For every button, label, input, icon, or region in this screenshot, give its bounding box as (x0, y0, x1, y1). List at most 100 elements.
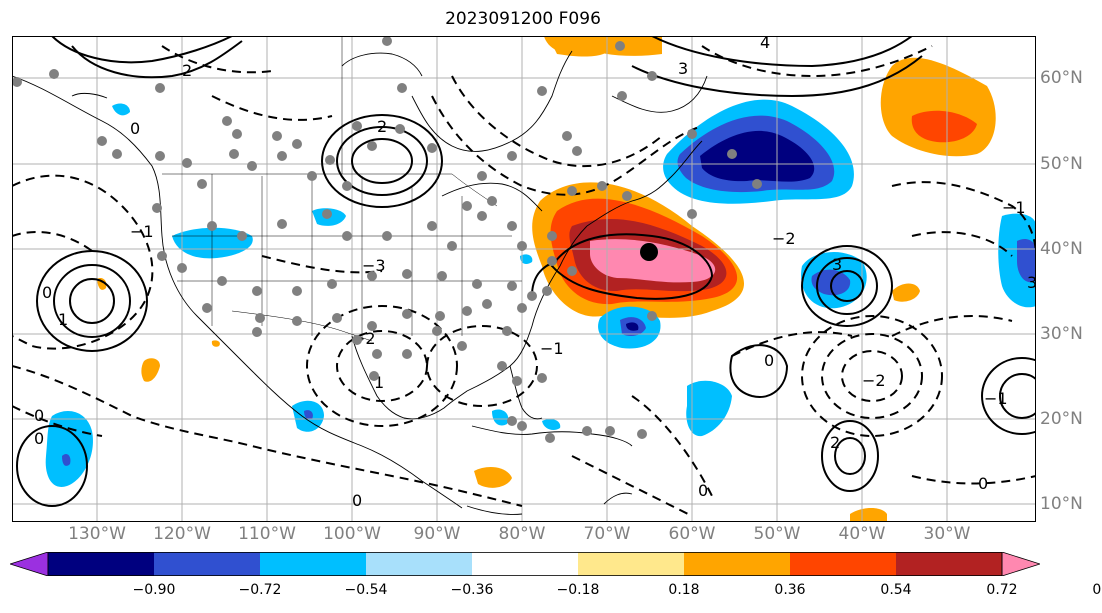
lon-label: 70°W (583, 524, 631, 544)
contour-label: 2 (182, 61, 192, 80)
station-marker (547, 256, 557, 266)
lon-label: 50°W (753, 524, 801, 544)
station-marker (322, 209, 332, 219)
shading-layer (45, 36, 1036, 522)
contour-label: 0 (352, 491, 362, 510)
station-marker (237, 231, 247, 241)
station-marker (507, 221, 517, 231)
station-marker (687, 209, 697, 219)
station-marker (325, 155, 335, 165)
station-marker (252, 286, 262, 296)
station-marker (517, 241, 527, 251)
station-marker (507, 151, 517, 161)
station-marker (367, 141, 377, 151)
station-marker (277, 151, 287, 161)
colorbar-tick-label: −0.36 (450, 582, 494, 598)
lat-label: 50°N (1040, 154, 1083, 174)
colorbar-segment (472, 552, 579, 576)
station-marker (517, 421, 527, 431)
contour-label: 3 (678, 59, 688, 78)
station-marker (202, 303, 212, 313)
station-marker (207, 221, 217, 231)
coastlines (12, 50, 708, 515)
warm-patch-west (141, 358, 160, 382)
colorbar (10, 552, 1040, 576)
station-marker (395, 124, 405, 134)
station-marker (272, 131, 282, 141)
station-marker (402, 309, 412, 319)
lat-label: 20°N (1040, 409, 1083, 429)
colorbar-tick-label: −0.72 (238, 582, 282, 598)
station-marker (622, 191, 632, 201)
station-marker (647, 311, 657, 321)
station-marker (637, 429, 647, 439)
station-marker (229, 149, 239, 159)
station-marker (252, 327, 262, 337)
station-marker (727, 149, 737, 159)
station-marker (247, 161, 257, 171)
station-marker (327, 279, 337, 289)
contour-label: 0 (130, 119, 140, 138)
station-marker (232, 129, 242, 139)
station-marker (182, 158, 192, 168)
station-marker (517, 303, 527, 313)
lat-label: 30°N (1040, 324, 1083, 344)
station-marker (437, 271, 447, 281)
colorbar-segment (48, 552, 155, 576)
station-marker (112, 149, 122, 159)
station-marker (547, 231, 557, 241)
station-marker (332, 313, 342, 323)
station-marker (462, 306, 472, 316)
contour-labels: 0 0 0 0 0 0 0 0 −1 −1 −1 −1 1 1 −2 −2 −2… (34, 36, 1036, 510)
station-marker (197, 179, 207, 189)
station-marker (507, 416, 517, 426)
station-marker (382, 36, 392, 46)
storm-center-marker (640, 243, 658, 261)
contour-label: 0 (42, 283, 52, 302)
station-marker (352, 335, 362, 345)
station-marker (157, 251, 167, 261)
lon-label: 100°W (323, 524, 381, 544)
borders (162, 36, 522, 342)
station-marker (512, 376, 522, 386)
lon-label: 40°W (838, 524, 886, 544)
colorbar-segment (684, 552, 791, 576)
contour-label: 0 (978, 474, 988, 493)
forecast-map: 0 0 0 0 0 0 0 0 −1 −1 −1 −1 1 1 −2 −2 −2… (12, 36, 1036, 522)
station-marker (605, 426, 615, 436)
station-marker (507, 281, 517, 291)
station-marker (292, 286, 302, 296)
station-marker (427, 221, 437, 231)
station-marker (687, 129, 697, 139)
station-marker (367, 321, 377, 331)
station-marker (342, 231, 352, 241)
station-marker (647, 71, 657, 81)
map-frame (12, 36, 1036, 522)
station-marker (402, 269, 412, 279)
cold-anomaly-core (700, 130, 815, 182)
station-marker (382, 231, 392, 241)
contour-label: −1 (1002, 198, 1026, 217)
contour-label: −1 (130, 222, 154, 241)
cold-patch-us (172, 227, 253, 259)
colorbar-tick-label: −0.18 (556, 582, 600, 598)
station-marker (49, 69, 59, 79)
lon-label: 110°W (238, 524, 296, 544)
warm-patch-south (850, 508, 887, 522)
station-marker (567, 186, 577, 196)
colorbar-tick-label: 0.54 (880, 582, 912, 598)
station-marker (542, 286, 552, 296)
warm-patch-gulf (474, 466, 512, 488)
station-marker (482, 299, 492, 309)
colorbar-segment (790, 552, 897, 576)
colorbar-frame (47, 552, 1003, 576)
station-marker (277, 219, 287, 229)
map-title: 2023091200 F096 (445, 9, 601, 29)
lon-label: 30°W (923, 524, 971, 544)
lat-label: 60°N (1040, 68, 1083, 88)
station-marker (432, 326, 442, 336)
contour-label: 2 (830, 433, 840, 452)
colorbar-tick-label: −0.90 (132, 582, 176, 598)
station-marker (222, 116, 232, 126)
station-markers (12, 36, 762, 443)
